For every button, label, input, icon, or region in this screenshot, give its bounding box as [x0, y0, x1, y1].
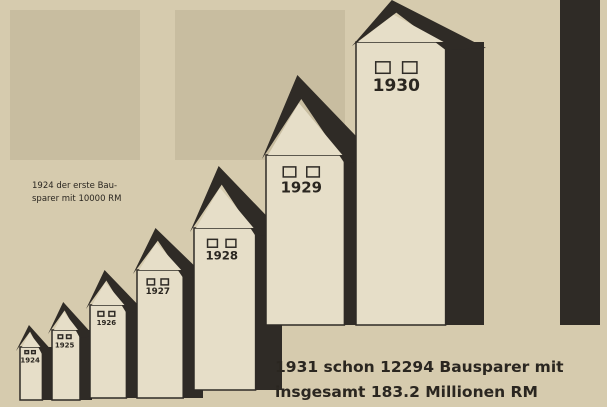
year-label: 1929: [281, 179, 322, 197]
illustration: 1924 der erste Bau- sparer mit 10000 RM …: [0, 0, 607, 407]
year-label: 1927: [146, 287, 170, 297]
note-line: 1924 der erste Bau-: [32, 181, 117, 191]
house-shadow: [446, 42, 484, 325]
house: 1930: [352, 0, 486, 325]
year-label: 1924: [20, 357, 40, 365]
caption-line: insgesamt 183.2 Millionen RM: [275, 383, 538, 401]
year-label: 1925: [55, 341, 75, 349]
caption-line: 1931 schon 12294 Bausparer mit: [275, 358, 564, 376]
column-1931: [560, 0, 600, 325]
house-shadow: [42, 347, 52, 400]
page: {"note": {"lines": ["1924 der erste Bau-…: [0, 0, 607, 407]
year-label: 1928: [205, 249, 238, 263]
year-label: 1930: [373, 76, 421, 96]
year-label: 1926: [97, 319, 117, 327]
house-wall: [20, 347, 42, 400]
note-line: sparer mit 10000 RM: [32, 194, 121, 204]
